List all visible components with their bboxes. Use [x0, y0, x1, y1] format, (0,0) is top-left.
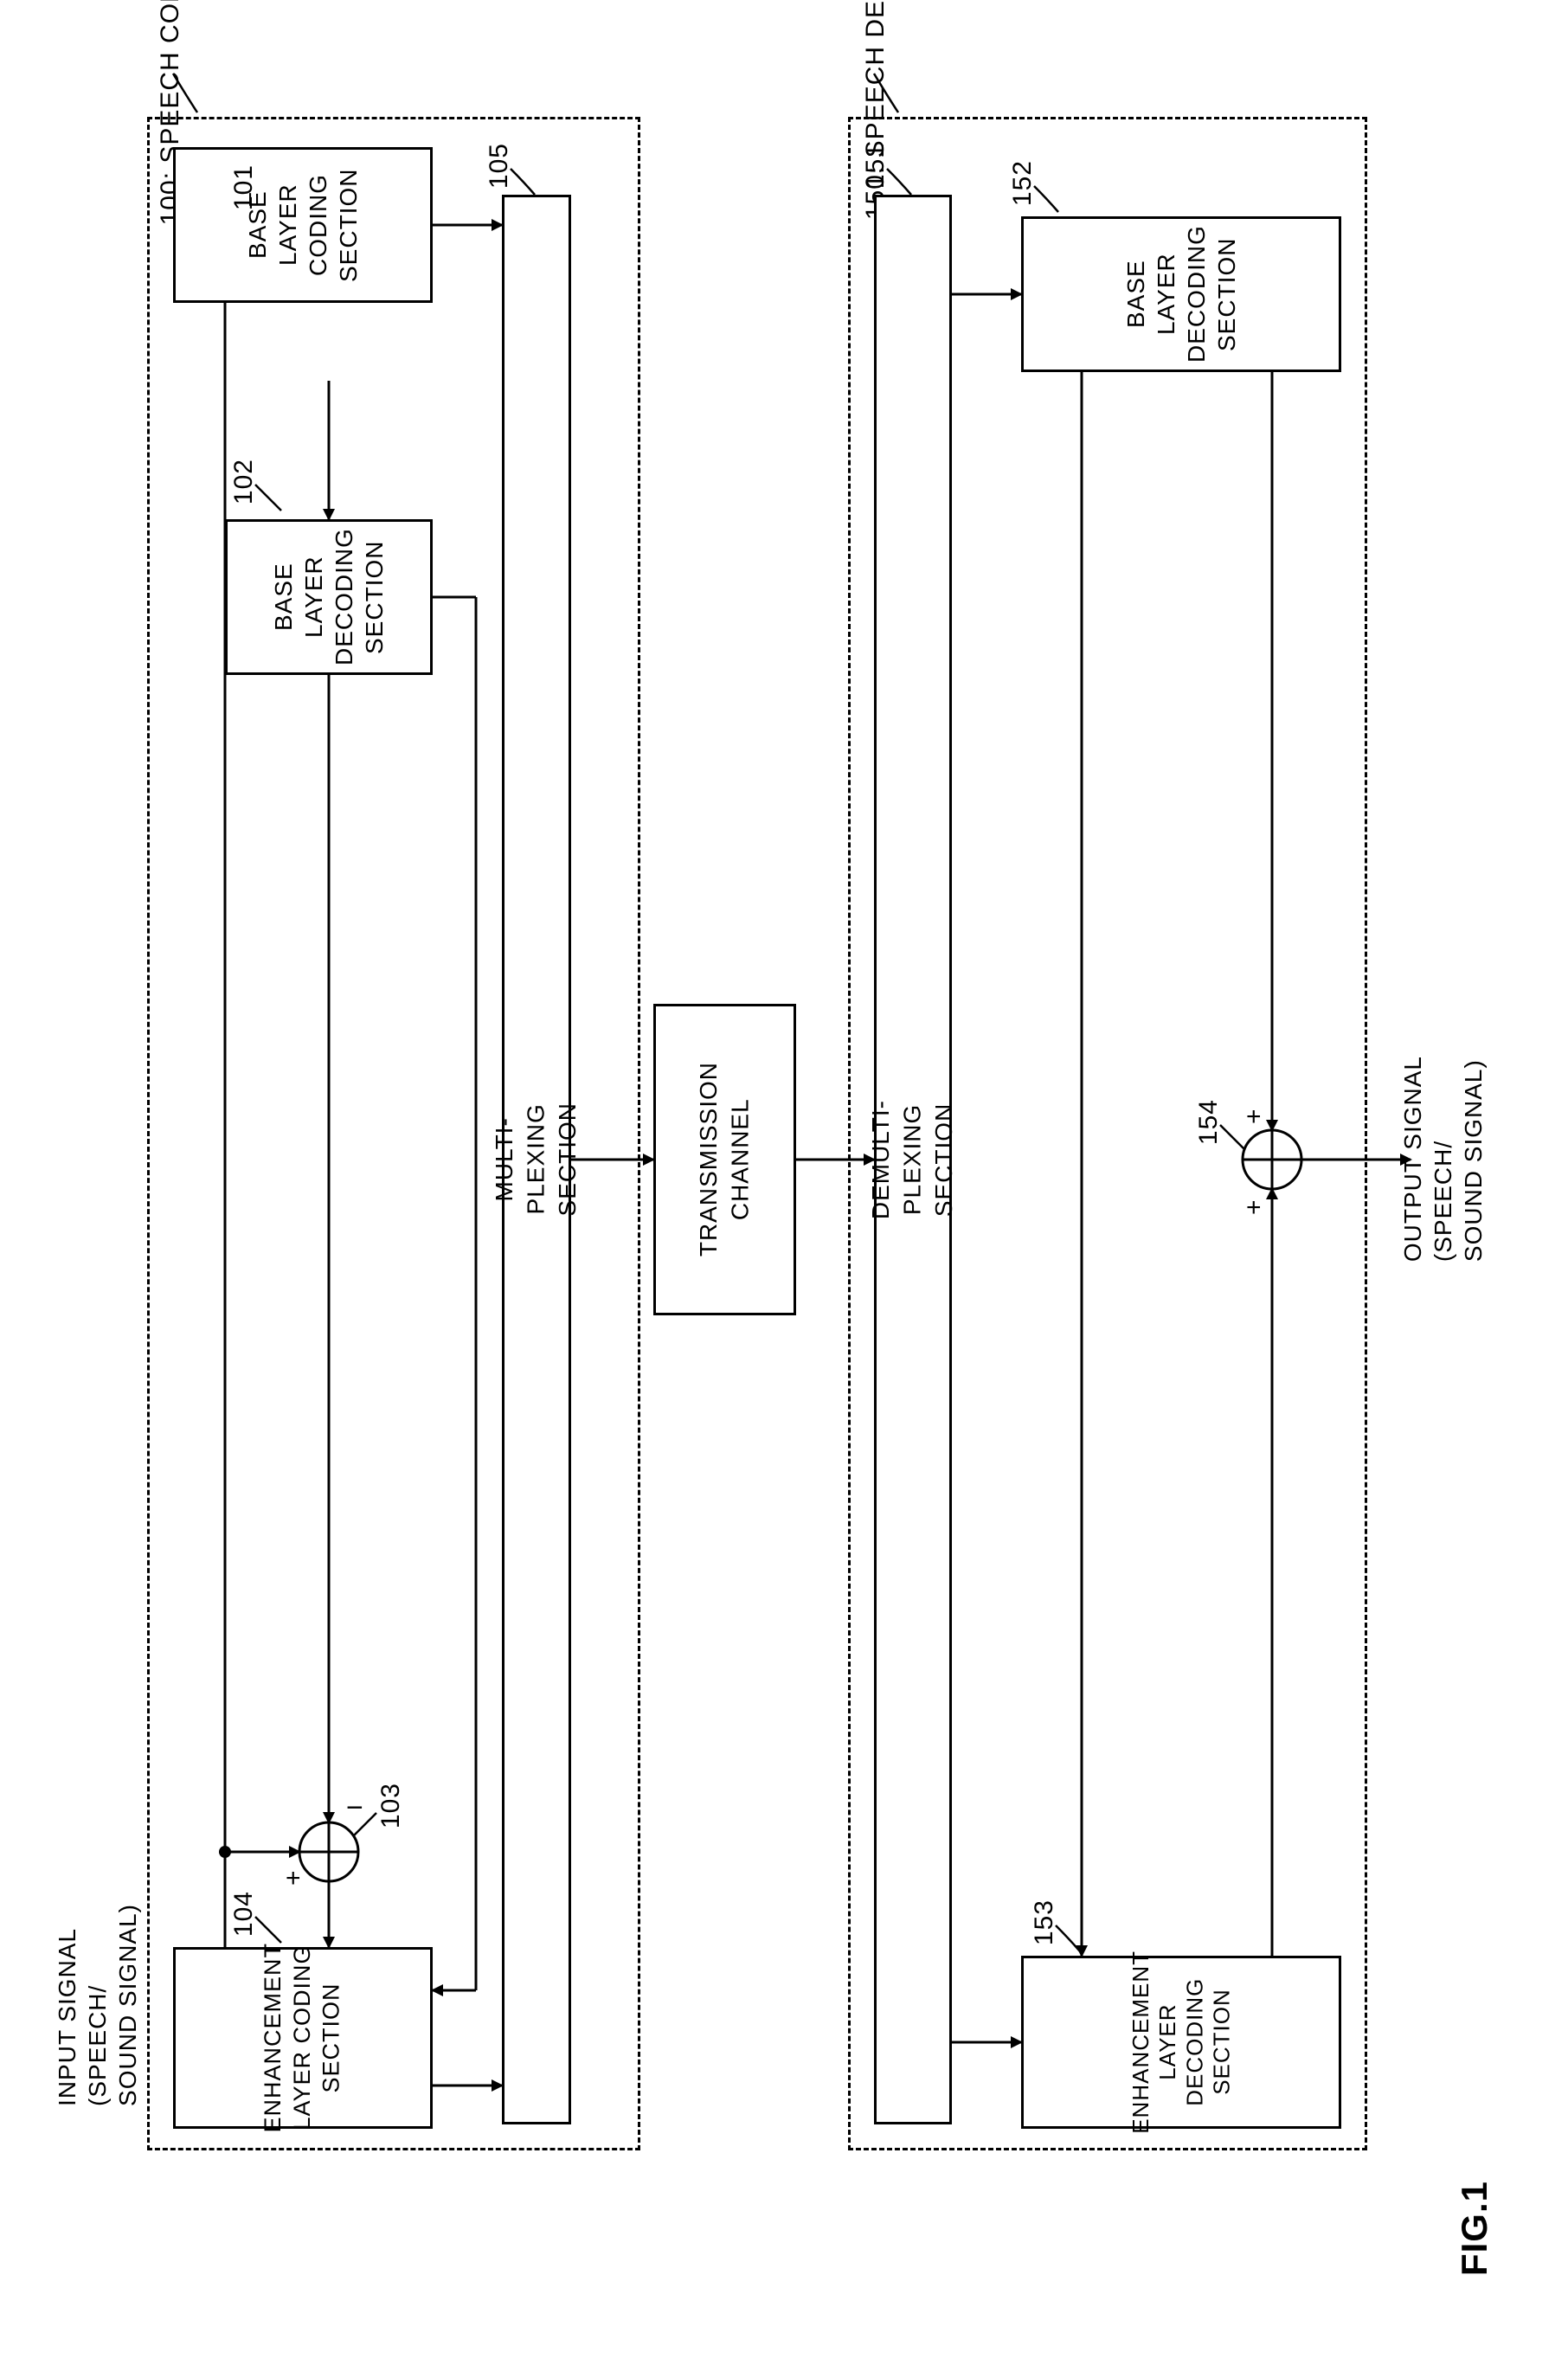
b105-l1: MULTI-	[491, 1117, 517, 1201]
ref-101: 101	[229, 164, 259, 210]
b102-l3: SECTION	[361, 540, 388, 653]
b153-l1: ENHANCEMENT	[1128, 1951, 1154, 2134]
b151-l2: PLEXING	[899, 1104, 926, 1215]
b105-l2: PLEXING	[523, 1104, 549, 1215]
input-signal-label: INPUT SIGNAL (SPEECH/ SOUND SIGNAL)	[52, 1904, 143, 2106]
in-l3: SOUND SIGNAL)	[114, 1904, 141, 2106]
ref-153: 153	[1030, 1899, 1059, 1945]
block-152: BASE LAYER DECODING SECTION	[1021, 216, 1341, 372]
enc-title-txt: SPEECH CODING APPARATUS	[156, 0, 184, 164]
block-153: ENHANCEMENT LAYER DECODING SECTION	[1021, 1956, 1341, 2129]
in-l1: INPUT SIGNAL	[54, 1928, 80, 2106]
ref-154: 154	[1194, 1099, 1224, 1145]
b105-l3: SECTION	[554, 1102, 581, 1216]
diagram-canvas: + − + + 100: SPEECH CODING APPARATUS BAS…	[35, 35, 1533, 2343]
block-151: DEMULTI- PLEXING SECTION	[874, 195, 952, 2124]
in-l2: (SPEECH/	[84, 1985, 111, 2106]
block-102: BASE LAYER DECODING SECTION	[225, 519, 433, 675]
dec-title-txt: SPEECH DECODING APPARATUS	[861, 0, 890, 157]
ref-151: 151	[861, 143, 890, 189]
b152-l2: DECODING	[1183, 226, 1210, 363]
block-transmission-channel: TRANSMISSION CHANNEL	[653, 1004, 796, 1315]
ref-105: 105	[485, 143, 514, 189]
ref-103: 103	[376, 1783, 406, 1828]
encoding-title: 100: SPEECH CODING APPARATUS	[0, 0, 415, 9]
ref-102: 102	[229, 459, 259, 505]
b104-l2: LAYER CODING	[289, 1945, 315, 2131]
out-l1: OUTPUT SIGNAL	[1399, 1056, 1426, 1262]
b153-l4: SECTION	[1208, 1989, 1234, 2096]
b104-l3: SECTION	[318, 1983, 344, 2093]
b104-l1: ENHANCEMENT	[260, 1943, 286, 2133]
b101-l3: SECTION	[335, 168, 362, 281]
out-l3: SOUND SIGNAL)	[1460, 1059, 1487, 1262]
ref-152: 152	[1008, 160, 1038, 206]
b102-l2: DECODING	[331, 529, 357, 666]
block-105: MULTI- PLEXING SECTION	[502, 195, 571, 2124]
figure-label: FIG.1	[1454, 2181, 1495, 2276]
block-104: ENHANCEMENT LAYER CODING SECTION	[173, 1947, 433, 2129]
b151-l1: DEMULTI-	[867, 1100, 894, 1219]
out-l2: (SPEECH/	[1430, 1141, 1456, 1262]
block-101: BASE LAYER CODING SECTION	[173, 147, 433, 303]
b102-l1: BASE LAYER	[270, 556, 327, 639]
b153-l3: DECODING	[1181, 1978, 1207, 2106]
b152-l3: SECTION	[1213, 237, 1240, 350]
output-signal-label: OUTPUT SIGNAL (SPEECH/ SOUND SIGNAL)	[1398, 1056, 1488, 1262]
ref-104: 104	[229, 1891, 259, 1937]
ch-l2: CHANNEL	[727, 1099, 754, 1221]
b151-l3: SECTION	[930, 1102, 957, 1216]
b152-l1: BASE LAYER	[1122, 254, 1179, 336]
ch-l1: TRANSMISSION	[695, 1062, 722, 1256]
b101-l2: CODING	[305, 174, 331, 276]
b153-l2: LAYER	[1154, 2004, 1180, 2080]
